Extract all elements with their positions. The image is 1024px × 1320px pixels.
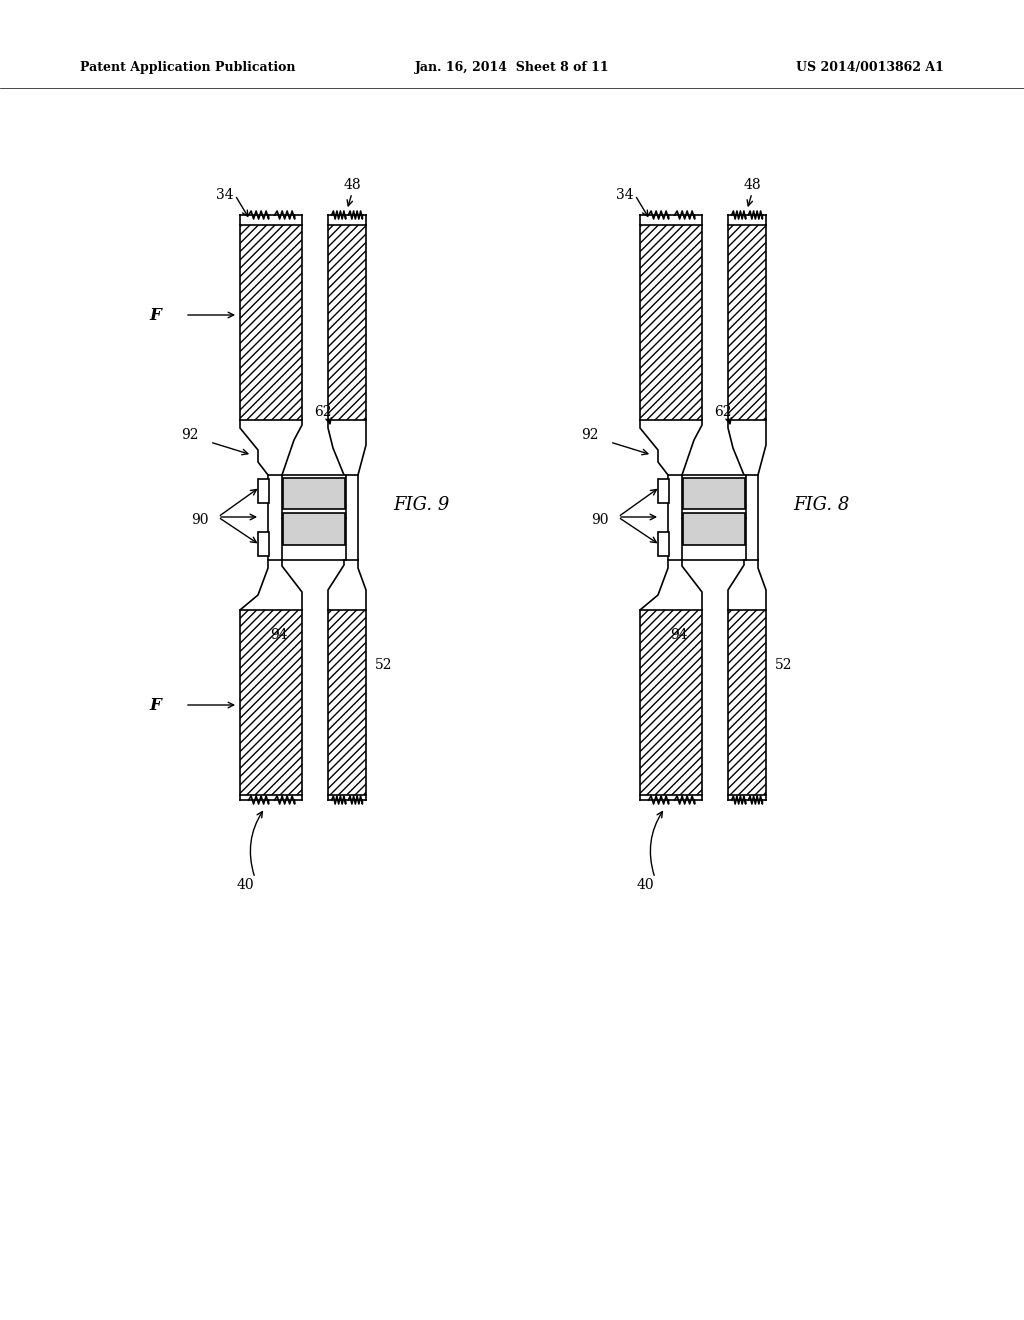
Text: 48: 48 — [343, 178, 360, 191]
Text: 52: 52 — [775, 657, 793, 672]
Bar — [328, 224, 366, 420]
Bar — [668, 475, 758, 560]
Text: 92: 92 — [582, 428, 599, 442]
Text: F: F — [150, 697, 161, 714]
Bar — [283, 478, 345, 510]
Bar — [683, 513, 745, 545]
Text: 94: 94 — [670, 628, 688, 642]
Text: 62: 62 — [314, 405, 332, 418]
Text: 62: 62 — [715, 405, 732, 418]
Text: 40: 40 — [636, 878, 653, 892]
Text: F: F — [150, 306, 161, 323]
Text: 94: 94 — [270, 628, 288, 642]
Text: 92: 92 — [181, 428, 199, 442]
Text: FIG. 8: FIG. 8 — [793, 496, 849, 513]
Text: 34: 34 — [616, 187, 634, 202]
Bar — [268, 475, 358, 560]
Bar — [728, 610, 766, 795]
Bar — [728, 224, 766, 420]
Bar — [640, 610, 702, 795]
Text: 40: 40 — [237, 878, 254, 892]
Bar — [283, 513, 345, 545]
Text: Jan. 16, 2014  Sheet 8 of 11: Jan. 16, 2014 Sheet 8 of 11 — [415, 62, 609, 74]
Bar — [658, 532, 669, 556]
Bar — [658, 479, 669, 503]
Bar — [328, 610, 366, 795]
Text: 48: 48 — [743, 178, 761, 191]
Bar — [258, 532, 269, 556]
Bar — [240, 610, 302, 795]
Text: 52: 52 — [375, 657, 393, 672]
Bar — [640, 224, 702, 420]
Text: Patent Application Publication: Patent Application Publication — [80, 62, 296, 74]
Text: 90: 90 — [191, 513, 209, 527]
Bar — [258, 479, 269, 503]
Text: 90: 90 — [591, 513, 608, 527]
Text: FIG. 9: FIG. 9 — [393, 496, 450, 513]
Bar — [240, 224, 302, 420]
Text: US 2014/0013862 A1: US 2014/0013862 A1 — [796, 62, 944, 74]
Bar — [683, 478, 745, 510]
Text: 34: 34 — [216, 187, 233, 202]
